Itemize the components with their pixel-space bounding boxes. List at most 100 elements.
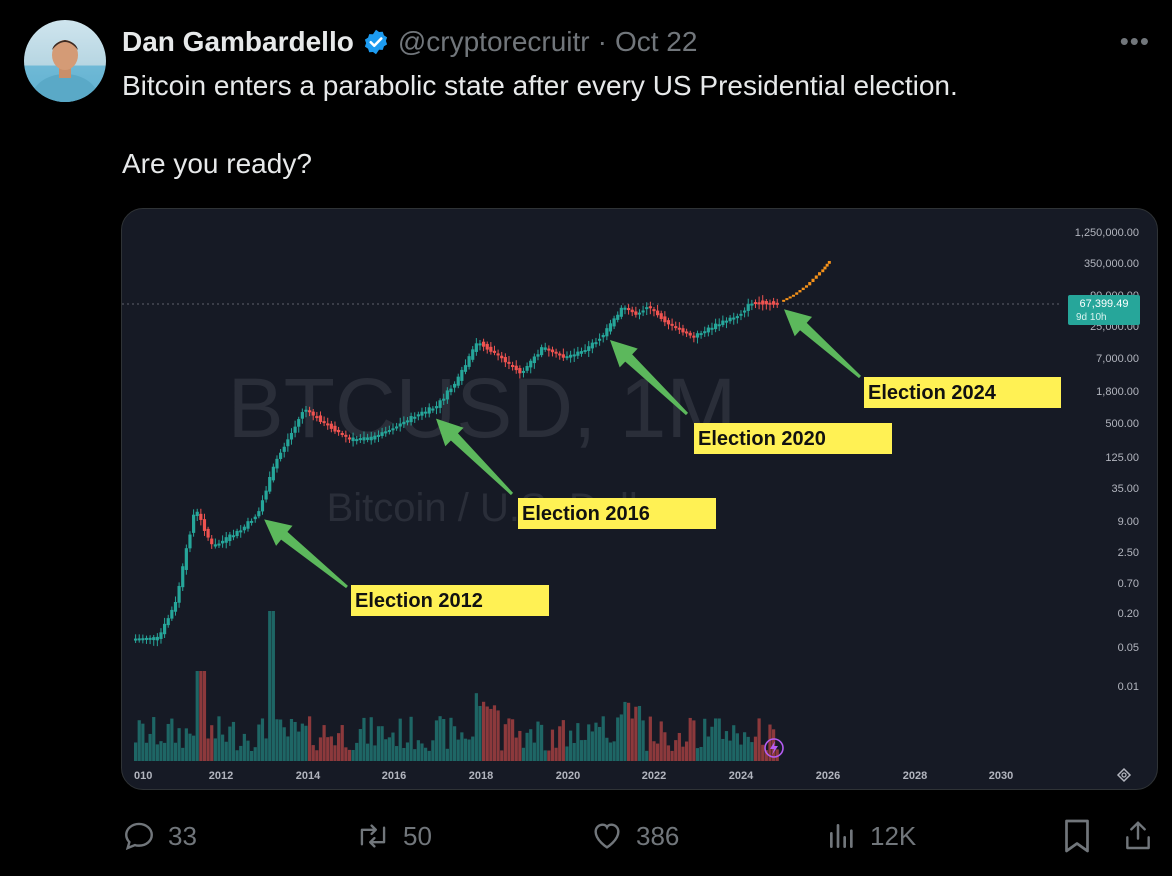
candle bbox=[721, 320, 725, 326]
volume-bar bbox=[456, 739, 460, 761]
volume-bar bbox=[315, 750, 319, 761]
volume-bar bbox=[746, 736, 750, 761]
candle bbox=[144, 637, 149, 640]
candle bbox=[627, 308, 631, 311]
candle bbox=[293, 426, 297, 433]
candle bbox=[369, 436, 373, 441]
like-button[interactable]: 386 bbox=[590, 810, 679, 862]
y-tick-label: 9.00 bbox=[1118, 516, 1139, 528]
volume-bar bbox=[612, 741, 616, 761]
volume-bar bbox=[206, 738, 210, 761]
volume-bar bbox=[743, 732, 747, 761]
author-handle[interactable]: @cryptorecruitr bbox=[397, 26, 590, 57]
volume-bar bbox=[474, 693, 478, 761]
volume-bar bbox=[569, 730, 573, 761]
candle bbox=[195, 511, 199, 517]
candle bbox=[467, 356, 471, 367]
volume-bar bbox=[492, 705, 497, 761]
candle bbox=[550, 349, 555, 353]
candle bbox=[192, 514, 196, 533]
annotation-arrow bbox=[435, 418, 514, 496]
volume-bar bbox=[616, 717, 620, 761]
volume-bar bbox=[268, 611, 272, 761]
volume-bar bbox=[322, 725, 326, 761]
lightning-icon[interactable] bbox=[764, 738, 784, 758]
more-options-icon[interactable]: ••• bbox=[1119, 26, 1150, 56]
volume-bar bbox=[250, 750, 254, 761]
chart-image[interactable]: BTCUSD, 1M Bitcoin / U.S. Dollar 1,250,0… bbox=[121, 208, 1158, 790]
candle bbox=[398, 423, 402, 427]
y-tick-label: 0.05 bbox=[1118, 642, 1139, 654]
volume-bar bbox=[666, 745, 671, 761]
candle bbox=[601, 334, 605, 338]
volume-bar bbox=[173, 742, 178, 761]
candle bbox=[743, 310, 747, 313]
election-annotation: Election 2024 bbox=[783, 309, 1061, 408]
views-button[interactable]: 12K bbox=[826, 810, 916, 862]
repost-button[interactable]: 50 bbox=[355, 810, 432, 862]
candle bbox=[576, 351, 580, 356]
volume-bar bbox=[195, 671, 199, 761]
candle bbox=[279, 452, 283, 459]
volume-bar bbox=[420, 743, 424, 761]
chart-settings-icon[interactable] bbox=[1116, 766, 1132, 783]
avatar[interactable] bbox=[24, 20, 106, 102]
candle bbox=[155, 636, 159, 641]
candle bbox=[630, 309, 634, 313]
volume-bar bbox=[532, 742, 536, 761]
volume-bar bbox=[721, 738, 725, 761]
candle bbox=[188, 534, 192, 549]
projection-candle bbox=[801, 287, 805, 291]
share-button[interactable] bbox=[1122, 810, 1154, 862]
candle bbox=[221, 540, 225, 544]
candle bbox=[264, 490, 268, 500]
candle bbox=[315, 416, 319, 419]
volume-bar bbox=[463, 738, 468, 761]
post-date[interactable]: Oct 22 bbox=[614, 26, 698, 57]
candle bbox=[492, 350, 497, 353]
x-tick-label: 2018 bbox=[469, 770, 493, 782]
candle bbox=[666, 320, 671, 325]
candle bbox=[732, 317, 736, 320]
projection-candle bbox=[795, 292, 799, 295]
annotation-label: Election 2012 bbox=[355, 590, 483, 612]
volume-bar bbox=[380, 726, 384, 761]
candle bbox=[239, 530, 243, 533]
volume-bar bbox=[344, 747, 348, 761]
volume-bar bbox=[598, 726, 602, 761]
volume-bar bbox=[565, 746, 569, 761]
volume-bar bbox=[663, 732, 667, 761]
y-tick-label: 1,250,000.00 bbox=[1075, 227, 1139, 239]
volume-bar bbox=[685, 741, 689, 761]
volume-bar bbox=[695, 748, 700, 761]
election-annotation: Election 2012 bbox=[264, 519, 549, 616]
volume-bar bbox=[489, 708, 493, 761]
volume-bar bbox=[485, 706, 489, 761]
volume-bar bbox=[358, 729, 362, 761]
candle bbox=[217, 543, 221, 546]
y-tick-label: 500.00 bbox=[1105, 418, 1139, 430]
btc-chart: BTCUSD, 1M Bitcoin / U.S. Dollar 1,250,0… bbox=[122, 227, 1140, 783]
volume-bar bbox=[134, 742, 138, 761]
candle bbox=[380, 432, 384, 436]
y-tick-label: 125.00 bbox=[1105, 452, 1139, 464]
volume-bar bbox=[300, 723, 304, 761]
candle bbox=[692, 335, 696, 338]
volume-bar bbox=[275, 719, 279, 761]
volume-bar bbox=[670, 750, 674, 761]
candle bbox=[663, 316, 667, 323]
candle bbox=[442, 398, 446, 401]
candle bbox=[471, 349, 475, 360]
volume-bar bbox=[587, 724, 591, 761]
candle bbox=[384, 431, 388, 434]
bookmark-button[interactable] bbox=[1062, 810, 1092, 862]
projection-candles bbox=[782, 260, 831, 302]
bookmark-icon bbox=[1065, 819, 1089, 853]
candle bbox=[637, 312, 642, 315]
reply-button[interactable]: 33 bbox=[122, 810, 197, 862]
volume-bar bbox=[311, 745, 315, 761]
candle bbox=[746, 303, 750, 311]
candle bbox=[166, 618, 170, 626]
candle bbox=[344, 434, 348, 437]
author-name[interactable]: Dan Gambardello bbox=[122, 26, 354, 57]
